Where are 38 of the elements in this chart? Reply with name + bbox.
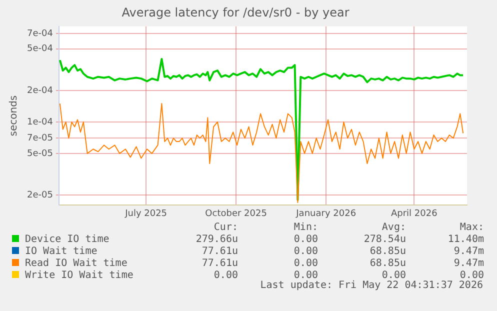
y-tick-label: 7e-04	[26, 28, 54, 39]
y-axis-title: seconds	[8, 95, 20, 136]
y-tick-label: 2e-05	[26, 190, 53, 200]
legend-label: IO Wait time	[24, 246, 98, 258]
text: 0.00	[294, 270, 318, 281]
text: 0.00	[292, 246, 318, 258]
legend-label: Write IO Wait time	[24, 270, 134, 282]
text: 9.47m	[452, 258, 484, 270]
text: 0.00	[212, 270, 238, 282]
y-tick-label: 5e-05	[26, 148, 53, 159]
text: Min:	[292, 222, 318, 234]
text: 0.00	[292, 234, 318, 246]
x-tick-label: July 2025	[124, 208, 168, 219]
text: Cur:	[212, 222, 238, 234]
y-tick-label: 1e-04	[26, 117, 54, 128]
chart-title: Average latency for /dev/sr0 - by year	[122, 5, 350, 20]
y-tick-label: 7e-05	[26, 134, 53, 144]
x-tick-label: April 2026	[390, 208, 438, 219]
text: 0.00	[380, 270, 406, 281]
text: Last update: Fri May 22 04:31:37 2026	[260, 280, 483, 291]
text: 9.47m	[452, 246, 484, 258]
text: 278.54u	[362, 234, 406, 246]
text: 77.61u	[200, 246, 238, 258]
y-tick-label: 5e-04	[26, 44, 54, 54]
text: Max:	[458, 222, 484, 234]
text: Avg:	[380, 222, 406, 234]
x-tick-label: October 2025	[205, 208, 267, 219]
text: 0.00	[292, 258, 318, 270]
y-tick-label: 2e-04	[26, 86, 54, 96]
text: 0.00	[458, 270, 484, 281]
text: 77.61u	[200, 258, 238, 270]
text: 68.85u	[368, 246, 406, 258]
text: 68.85u	[368, 258, 406, 270]
text: 279.66u	[194, 234, 238, 246]
x-tick-label: January 2026	[295, 208, 356, 219]
legend-label: Read IO Wait time	[24, 258, 128, 270]
legend-label: Device IO time	[24, 234, 110, 246]
text: 11.40m	[446, 234, 484, 246]
